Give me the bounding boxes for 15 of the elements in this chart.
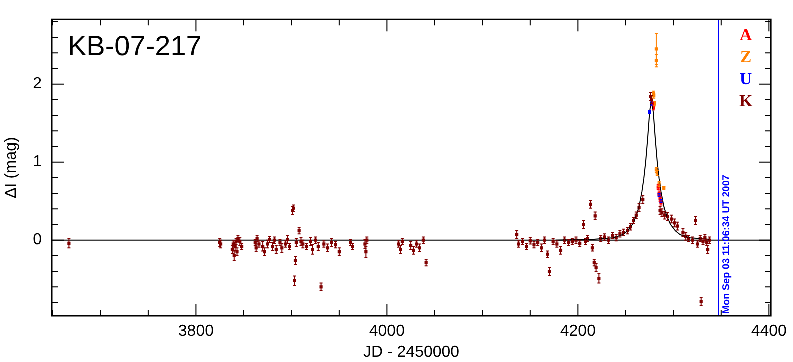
y-tick-label: 2 xyxy=(33,76,42,93)
text: Z xyxy=(740,47,752,66)
x-tick-label: 4000 xyxy=(369,323,406,340)
y-tick-label: 1 xyxy=(33,154,42,171)
text: U xyxy=(740,69,752,88)
y-axis-title: ΔI (mag) xyxy=(3,137,20,198)
x-axis-title: JD - 2450000 xyxy=(364,344,460,361)
y-tick-label: 0 xyxy=(33,232,42,249)
text: K xyxy=(739,91,754,110)
text: A xyxy=(740,25,753,44)
x-tick-label: 4400 xyxy=(751,323,788,340)
x-tick-label: 4200 xyxy=(560,323,596,340)
x-tick-label: 3800 xyxy=(178,323,214,340)
chart-title: KB-07-217 xyxy=(68,30,202,62)
annotation: Mon Sep 03 11:06:34 UT 2007 xyxy=(722,174,733,314)
